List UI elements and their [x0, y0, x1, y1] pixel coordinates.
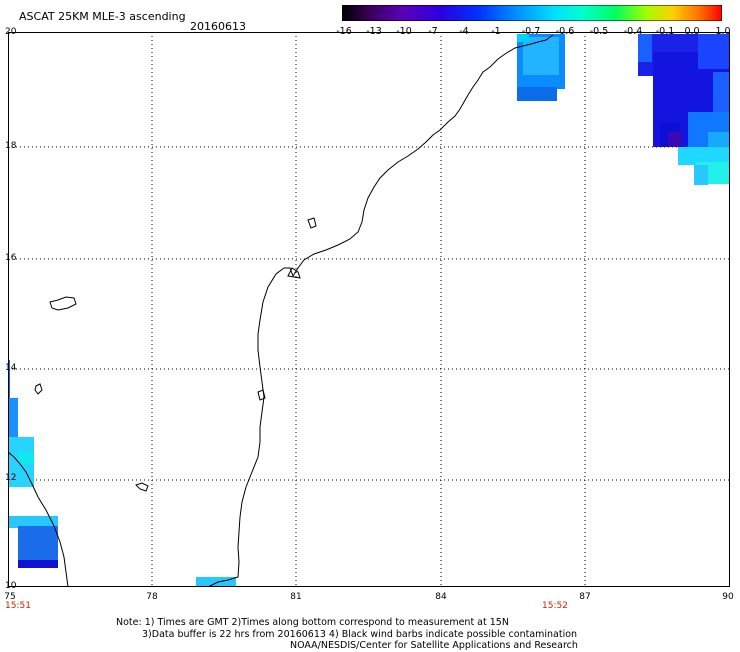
y-label: 16 — [5, 253, 17, 263]
colorbar-tick-label: -1 — [491, 26, 501, 37]
colorbar-tick-label: -10 — [396, 26, 412, 37]
lake-outline — [287, 267, 301, 279]
island-outline — [34, 383, 43, 395]
colorbar-tick-label: -16 — [336, 26, 352, 37]
note-line: NOAA/NESDIS/Center for Satellite Applica… — [290, 640, 578, 651]
note-line: 3)Data buffer is 22 hrs from 20160613 4)… — [142, 628, 578, 640]
colorbar-tick-label: -13 — [366, 26, 382, 37]
colorbar-tick-label: -4 — [459, 26, 469, 37]
y-label: 14 — [5, 363, 17, 373]
swath-left — [8, 360, 58, 568]
x-label: 90 — [722, 592, 734, 602]
colorbar-tick-label: -0.6 — [555, 26, 575, 37]
swath-top-right — [638, 34, 730, 185]
map-frame — [8, 32, 730, 587]
colorbar-tick-label: -0.7 — [521, 26, 541, 37]
lake-outline — [257, 389, 266, 401]
time-label-right: 15:52 — [542, 601, 568, 611]
x-label: 78 — [146, 592, 158, 602]
colorbar-tick-label: -0.4 — [623, 26, 643, 37]
lake-outline — [307, 217, 317, 229]
product-date: 20160613 — [190, 20, 246, 33]
colorbar-tick-label: 0.0 — [684, 26, 700, 37]
y-label: 18 — [5, 141, 17, 151]
map-gridlines — [8, 32, 730, 587]
colorbar-tick-label: -0.5 — [589, 26, 609, 37]
y-label: 10 — [5, 581, 17, 591]
note-line: Note: 1) Times are GMT 2)Times along bot… — [116, 617, 509, 628]
island-outline — [135, 482, 149, 492]
time-label-left: 15:51 — [5, 601, 31, 611]
colorbar-tick-label: 1.0 — [715, 26, 731, 37]
x-label: 84 — [435, 592, 447, 602]
x-label: 75 — [4, 592, 16, 602]
x-label: 81 — [290, 592, 302, 602]
y-label: 20 — [5, 27, 17, 37]
swath-bottom — [196, 577, 236, 587]
colorbar-tick-label: -0.1 — [655, 26, 675, 37]
x-label: 87 — [579, 592, 591, 602]
swath-top-center — [517, 34, 565, 101]
footnotes: Note: 1) Times are GMT 2)Times along bot… — [116, 617, 578, 652]
y-label: 12 — [5, 473, 17, 483]
coastline-india-east — [207, 34, 554, 587]
colorbar-tick-labels: -16 -13 -10 -7 -4 -1 -0.7 -0.6 -0.5 -0.4… — [328, 26, 738, 38]
coastline-sri-lanka-edge — [8, 451, 69, 587]
product-title: ASCAT 25KM MLE-3 ascending — [19, 10, 186, 23]
island-outline — [49, 296, 77, 311]
colorbar-tick-label: -7 — [428, 26, 438, 37]
map-panel — [8, 32, 730, 587]
colorbar — [342, 5, 722, 21]
